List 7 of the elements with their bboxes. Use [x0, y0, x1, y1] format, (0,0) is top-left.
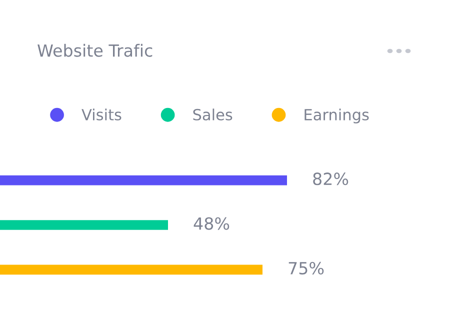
legend-label: Sales	[193, 108, 232, 120]
data-label: 48%	[194, 217, 230, 230]
data-label: 82%	[313, 172, 348, 186]
chart-title: Website Trafic	[38, 44, 152, 57]
legend-label: Visits	[82, 108, 122, 120]
data-label: 75%	[288, 262, 324, 275]
legend-label: Earnings	[304, 108, 369, 124]
